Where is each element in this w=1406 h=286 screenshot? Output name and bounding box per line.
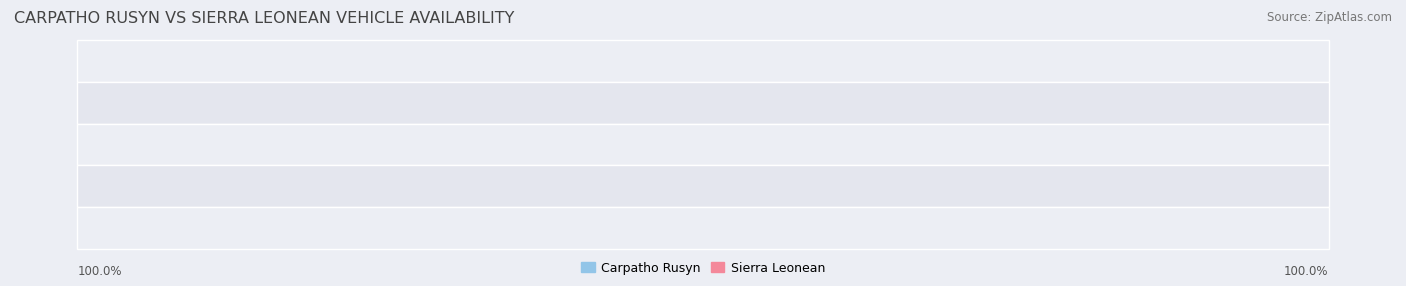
Bar bbox=[363, 129, 703, 160]
Text: 89.0%: 89.0% bbox=[1204, 96, 1244, 109]
Bar bbox=[703, 88, 1260, 118]
Legend: Carpatho Rusyn, Sierra Leonean: Carpatho Rusyn, Sierra Leonean bbox=[576, 257, 830, 280]
Text: Source: ZipAtlas.com: Source: ZipAtlas.com bbox=[1267, 11, 1392, 24]
Text: CARPATHO RUSYN VS SIERRA LEONEAN VEHICLE AVAILABILITY: CARPATHO RUSYN VS SIERRA LEONEAN VEHICLE… bbox=[14, 11, 515, 26]
Bar bbox=[703, 213, 740, 243]
Text: 3+ Vehicles Available: 3+ Vehicles Available bbox=[640, 180, 766, 193]
Bar bbox=[669, 213, 703, 243]
Text: 100.0%: 100.0% bbox=[1284, 265, 1329, 278]
Bar bbox=[636, 46, 703, 76]
Bar bbox=[591, 171, 703, 201]
Bar bbox=[703, 129, 1033, 160]
Text: 1+ Vehicles Available: 1+ Vehicles Available bbox=[640, 96, 766, 109]
Text: 10.7%: 10.7% bbox=[589, 54, 627, 67]
Text: 18.0%: 18.0% bbox=[544, 180, 581, 193]
Text: 4+ Vehicles Available: 4+ Vehicles Available bbox=[640, 221, 766, 235]
Text: 54.4%: 54.4% bbox=[378, 138, 419, 151]
Text: 5.9%: 5.9% bbox=[749, 221, 779, 235]
Text: 2+ Vehicles Available: 2+ Vehicles Available bbox=[640, 138, 766, 151]
Bar bbox=[703, 171, 817, 201]
Text: 52.9%: 52.9% bbox=[977, 138, 1018, 151]
Text: 100.0%: 100.0% bbox=[77, 265, 122, 278]
Text: 11.0%: 11.0% bbox=[782, 54, 818, 67]
Bar bbox=[143, 88, 703, 118]
Bar bbox=[703, 46, 772, 76]
Text: 18.3%: 18.3% bbox=[827, 180, 865, 193]
Text: 89.5%: 89.5% bbox=[159, 96, 200, 109]
Text: No Vehicles Available: No Vehicles Available bbox=[640, 54, 766, 67]
Text: 5.5%: 5.5% bbox=[630, 221, 659, 235]
